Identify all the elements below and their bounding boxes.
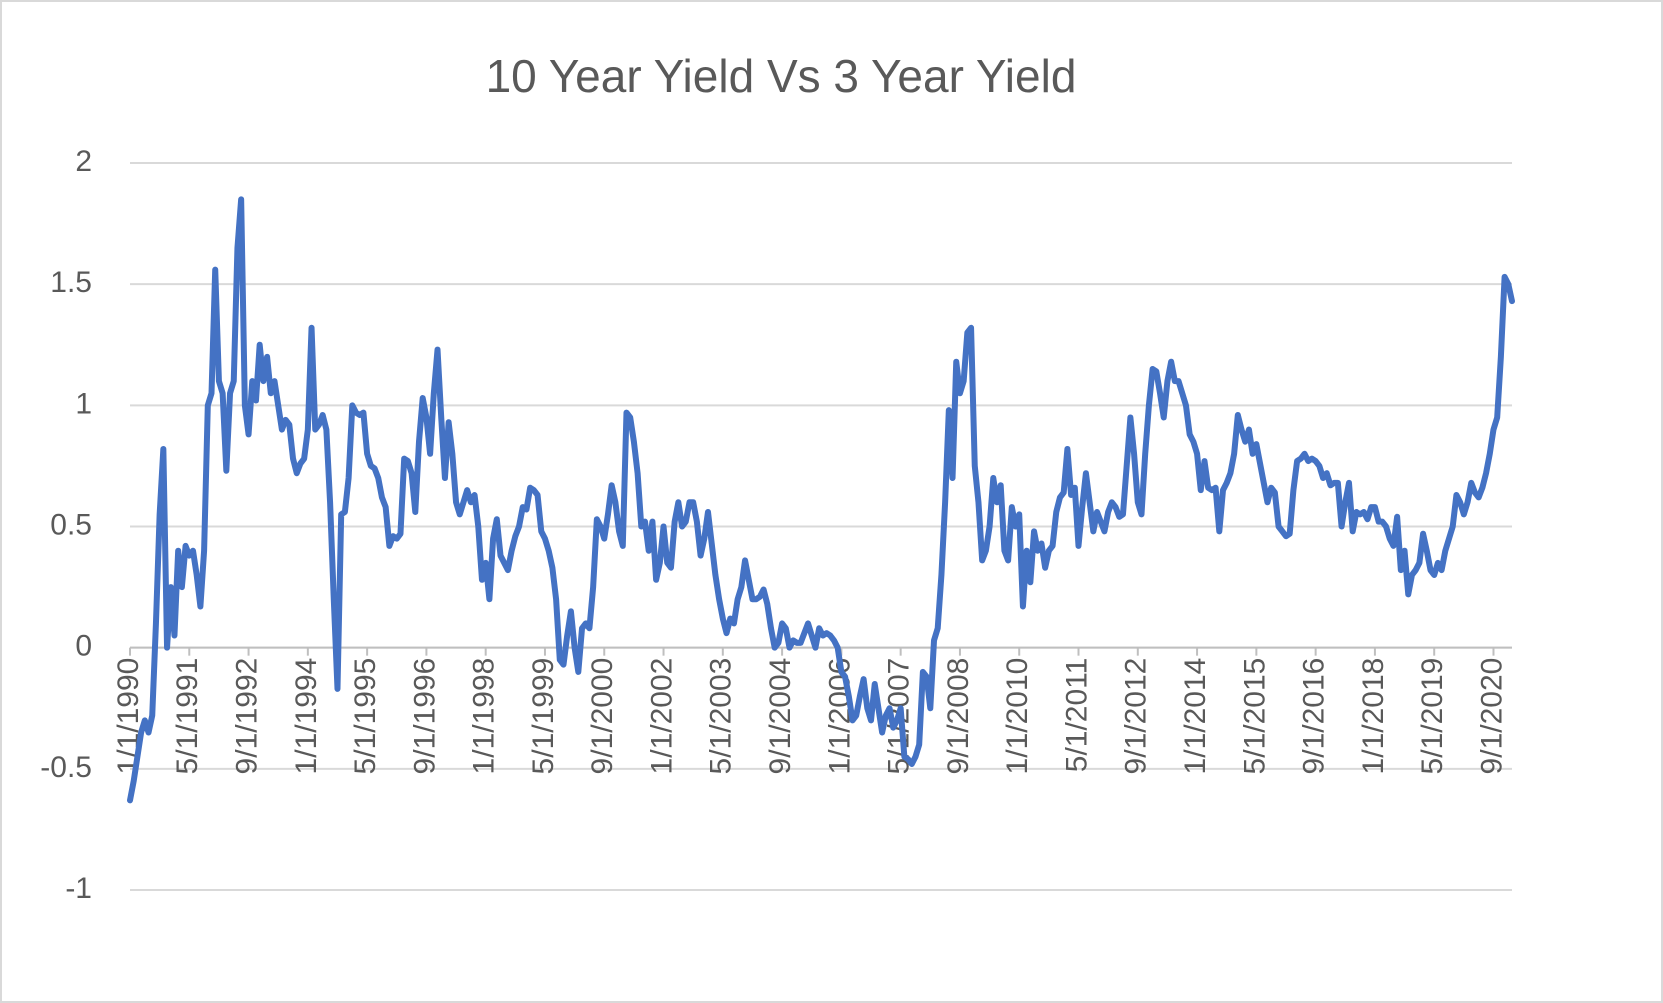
x-tick-label: 5/1/1991 bbox=[171, 658, 204, 775]
y-tick-label: 1 bbox=[75, 387, 92, 420]
y-tick-label: -1 bbox=[65, 872, 92, 905]
x-tick-label: 1/1/1998 bbox=[468, 658, 501, 775]
x-tick-label: 5/1/2003 bbox=[705, 658, 738, 775]
data-line bbox=[127, 196, 1515, 804]
chart-title: 10 Year Yield Vs 3 Year Yield bbox=[486, 50, 1077, 102]
x-tick-label: 5/1/2015 bbox=[1238, 658, 1271, 775]
y-tick-label: -0.5 bbox=[40, 751, 92, 784]
y-tick-label: 0 bbox=[75, 630, 92, 663]
x-tick-label: 1/1/2014 bbox=[1179, 658, 1212, 775]
x-tick-label: 9/1/2008 bbox=[942, 658, 975, 775]
x-tick-label: 9/1/2004 bbox=[764, 658, 797, 775]
y-tick-label: 2 bbox=[75, 145, 92, 178]
y-tick-label: 1.5 bbox=[50, 266, 92, 299]
x-tick-label: 1/1/2018 bbox=[1357, 658, 1390, 775]
x-tick-label: 9/1/2020 bbox=[1475, 658, 1508, 775]
x-tick-label: 9/1/2012 bbox=[1120, 658, 1153, 775]
x-tick-label: 5/1/2011 bbox=[1060, 658, 1093, 773]
x-tick-label: 9/1/2016 bbox=[1298, 658, 1331, 775]
y-tick-label: 0.5 bbox=[50, 508, 92, 541]
x-tick-label: 9/1/2000 bbox=[586, 658, 619, 775]
x-tick-label: 1/1/2010 bbox=[1001, 658, 1034, 775]
x-tick-label: 9/1/1992 bbox=[230, 658, 263, 775]
x-tick-label: 1/1/1994 bbox=[290, 658, 323, 775]
x-tick-label: 5/1/1995 bbox=[349, 658, 382, 775]
x-tick-label: 1/1/2002 bbox=[645, 658, 678, 775]
x-tick-label: 5/1/1999 bbox=[527, 658, 560, 775]
x-tick-label: 5/1/2019 bbox=[1416, 658, 1449, 775]
x-tick-label: 9/1/1996 bbox=[408, 658, 441, 775]
